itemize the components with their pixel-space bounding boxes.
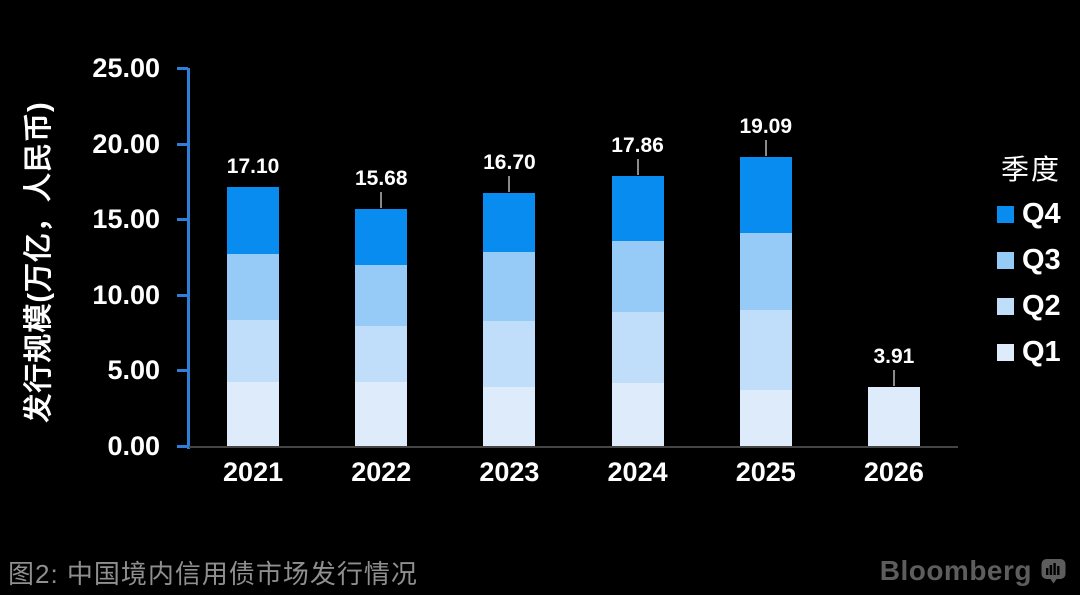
- bar-segment-2022-q4: [355, 208, 408, 265]
- bar-segment-2022-q1: [355, 381, 408, 446]
- bar-total-label: 3.91: [873, 344, 915, 368]
- x-tick-label: 2021: [223, 457, 284, 487]
- x-tick-label: 2024: [607, 457, 668, 487]
- x-tick-label: 2023: [479, 457, 540, 487]
- bar-segment-2021-q2: [227, 320, 280, 383]
- bar-segment-2025-q1: [739, 389, 792, 446]
- bar-total-label: 17.10: [226, 155, 280, 179]
- bar-segment-2021-q4: [227, 187, 280, 255]
- y-tick-label: 25.00: [92, 53, 160, 83]
- legend-item-label: Q1: [1022, 335, 1061, 368]
- bar-segment-2026-q1: [867, 386, 920, 446]
- bar-segment-2022-q3: [355, 264, 408, 327]
- y-tick-mark: [177, 142, 188, 146]
- y-tick-label: 20.00: [92, 128, 160, 159]
- legend-title: 季度: [1001, 154, 1062, 185]
- legend-item-q1: Q1: [997, 329, 1061, 375]
- bar-segment-2023-q1: [483, 386, 536, 446]
- x-tick-label: 2025: [735, 457, 796, 487]
- legend-item-label: Q2: [1022, 289, 1061, 322]
- label-leader-line: [508, 176, 511, 193]
- y-tick-mark: [177, 218, 188, 222]
- label-leader-line: [892, 369, 895, 386]
- bar-segment-2025-q2: [739, 309, 792, 390]
- x-tick-label: 2026: [863, 457, 924, 487]
- bar-total-label: 16.70: [483, 151, 536, 175]
- y-tick-label: 10.00: [92, 279, 160, 310]
- bar-segment-2024-q4: [611, 175, 664, 241]
- bar-segment-2024-q2: [611, 311, 664, 383]
- label-leader-line: [764, 140, 767, 157]
- branding: Bloomberg: [880, 555, 1066, 587]
- legend-item-q4: Q4: [997, 191, 1061, 237]
- legend-swatch-q4: [997, 205, 1014, 223]
- legend-item-q3: Q3: [997, 237, 1061, 283]
- legend-item-label: Q4: [1022, 197, 1061, 230]
- chart-caption: 图2: 中国境内信用债市场发行情况: [8, 559, 418, 589]
- y-tick-mark: [177, 293, 188, 297]
- y-tick-label: 5.00: [107, 355, 160, 386]
- bar-segment-2023-q4: [483, 193, 536, 252]
- y-axis-line: [187, 68, 190, 449]
- bar-segment-2023-q2: [483, 320, 536, 387]
- y-tick-mark: [177, 67, 188, 70]
- bar-segment-2025-q4: [739, 157, 792, 234]
- bar-segment-2024-q3: [611, 240, 664, 312]
- bar-segment-2021-q1: [227, 382, 280, 446]
- legend-swatch-q3: [997, 251, 1014, 269]
- bloomberg-logo: Bloomberg: [879, 555, 1032, 586]
- label-leader-line: [380, 191, 383, 208]
- bar-total-label: 19.09: [739, 115, 793, 139]
- y-tick-mark: [177, 369, 188, 373]
- bar-segment-2021-q3: [227, 254, 280, 321]
- legend-item-label: Q3: [1022, 243, 1061, 276]
- bar-segment-2025-q3: [739, 233, 792, 310]
- bar-total-label: 17.86: [611, 133, 664, 157]
- y-tick-label: 15.00: [92, 204, 160, 235]
- x-tick-label: 2022: [351, 457, 412, 487]
- bar-segment-2022-q2: [355, 326, 408, 382]
- label-leader-line: [636, 158, 639, 175]
- legend-swatch-q2: [997, 297, 1014, 315]
- legend: Q4 Q3 Q2 Q1: [997, 191, 1061, 375]
- x-axis-line: [189, 446, 958, 448]
- bar-chart-bubble-icon: [1041, 559, 1066, 584]
- legend-item-q2: Q2: [997, 283, 1061, 329]
- y-tick-mark: [177, 445, 188, 448]
- bar-segment-2023-q3: [483, 251, 536, 321]
- bar-segment-2024-q1: [611, 382, 664, 446]
- y-tick-label: 0.00: [107, 431, 160, 461]
- legend-swatch-q1: [997, 343, 1014, 361]
- bar-total-label: 15.68: [354, 166, 408, 190]
